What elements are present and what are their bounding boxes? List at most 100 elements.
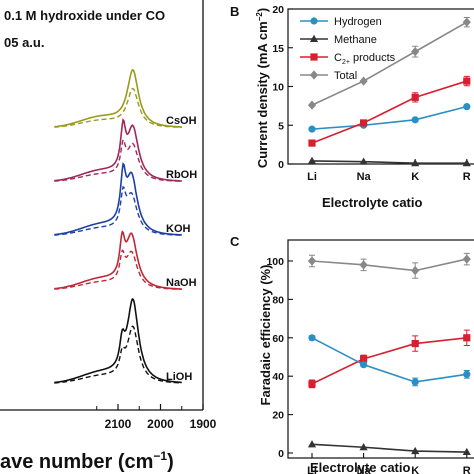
- panel-b-hydrogen-point-li: [308, 125, 316, 133]
- x-tick-label-2100: 2100: [105, 417, 132, 431]
- panel-b-x-label: Electrolyte catio: [322, 195, 422, 210]
- panel-c-y-tick-label-100: 100: [266, 256, 284, 268]
- panel-b-x-tick-label-li: Li: [307, 171, 317, 183]
- rboh-dashed-trace: [54, 138, 182, 182]
- panel-b-c2-products-point-na: [359, 119, 368, 127]
- panel-b-legend: Hydrogen Methane C2+ products Total: [300, 16, 396, 82]
- panel-c-y-tick-label-60: 60: [272, 333, 284, 345]
- panel-a-header-line1: 0.1 M hydroxide under CO: [4, 8, 165, 23]
- panel-b-total-point-r: [462, 17, 471, 27]
- legend-c2-products-marker: [310, 53, 318, 61]
- koh-label: KOH: [166, 223, 191, 235]
- rboh-label: RbOH: [166, 169, 197, 181]
- panel-c-methane-point-li: [307, 440, 317, 448]
- csoh-label: CsOH: [166, 115, 197, 127]
- panel-b-y-tick-label-20: 20: [272, 4, 284, 16]
- panel-c-total-point-na: [359, 260, 368, 270]
- panel-c-total-point-k: [411, 266, 420, 276]
- panel-c-methane-line: [311, 443, 467, 453]
- csoh-solid-trace: [54, 68, 182, 128]
- panel-b-methane-point-li: [307, 156, 317, 164]
- panel-c-c2-products-point-k: [411, 339, 419, 348]
- legend-methane-label: Methane: [334, 34, 377, 46]
- panel-c-x-tick-label-na: Na: [357, 465, 372, 474]
- panel-b-x-tick-label-k: K: [411, 171, 419, 183]
- lioh-label: LiOH: [166, 371, 192, 383]
- panel-b-total-point-k: [411, 47, 420, 57]
- panel-b-letter: B: [230, 4, 239, 19]
- panel-b-c2-products-point-k: [411, 93, 419, 101]
- panel-c-y-label: Faradaic efficiency (%): [258, 265, 273, 406]
- panel-b-current-density: B 0 5 10 15 20 Li Na K R Current density (mA cm−…: [230, 4, 474, 210]
- lioh-solid-trace: [54, 298, 182, 384]
- panel-c-total-line: [311, 258, 467, 272]
- panel-b-hydrogen-point-k: [411, 116, 419, 124]
- legend-c2-products-label: C2+ products: [334, 52, 396, 66]
- panel-b-total-point-na: [359, 76, 368, 86]
- panel-b-x-tick-label-r: R: [463, 171, 471, 183]
- panel-c-methane-point-na: [359, 443, 368, 451]
- panel-c-hydrogen-point-na: [359, 361, 368, 369]
- panel-b-y-label: Current density (mA cm−2): [255, 8, 270, 168]
- panel-c-y-tick-label-40: 40: [272, 371, 284, 383]
- panel-c-frame: [287, 239, 474, 459]
- panel-b-hydrogen-line: [311, 105, 467, 130]
- panel-b-total-line: [311, 21, 468, 106]
- panel-b-y-tick-label-0: 0: [278, 159, 284, 171]
- panel-b-c2-products-line: [311, 80, 468, 144]
- panel-b-c2-products-point-r: [463, 77, 471, 85]
- panel-c-plot: 0 20 40 60 80 100 Li Na K R: [266, 252, 471, 474]
- panel-c-total-point-li: [307, 256, 317, 266]
- panel-c-x-tick-label-k: K: [411, 465, 419, 474]
- panel-c-c2-products-point-li: [308, 380, 316, 388]
- legend-total-marker: [309, 70, 319, 80]
- spectra-traces: CsOH RbOH KOH NaOH LiOH: [54, 68, 197, 384]
- panel-c-hydrogen-point-r: [463, 370, 471, 378]
- panel-c-hydrogen-line: [311, 337, 467, 383]
- legend-total-label: Total: [334, 70, 357, 82]
- panel-b-methane-point-na: [359, 157, 368, 165]
- panel-b-plot: 0 5 10 15 20 Li Na K R: [272, 4, 471, 183]
- x-tick-label-1900: 1900: [190, 417, 217, 431]
- rboh-solid-trace: [54, 117, 182, 182]
- panel-b-methane-line: [311, 160, 467, 165]
- lioh-dashed-trace: [54, 325, 182, 384]
- panel-c-methane-point-r: [462, 447, 471, 456]
- panel-c-c2-products-line: [311, 337, 467, 385]
- panel-a-header-line2: 05 a.u.: [4, 35, 44, 50]
- panel-c-c2-products-point-r: [463, 334, 471, 342]
- legend-methane-marker: [309, 34, 319, 42]
- legend-hydrogen-marker: [310, 17, 318, 25]
- panel-b-x-tick-label-na: Na: [357, 171, 372, 183]
- naoh-label: NaOH: [166, 277, 197, 289]
- panel-c-hydrogen-point-li: [308, 334, 316, 342]
- panel-c-x-label: Electrolyte catio: [310, 460, 410, 474]
- legend-hydrogen-label: Hydrogen: [334, 16, 382, 28]
- panel-c-y-tick-label-20: 20: [272, 410, 284, 422]
- panel-a-spectra: 0.1 M hydroxide under CO 05 a.u. CsOH RbO…: [0, 0, 217, 473]
- panel-c-y-tick-label-0: 0: [278, 448, 284, 460]
- panel-b-y-tick-label-5: 5: [278, 120, 284, 132]
- panel-a-x-axis-label: ave number (cm−1): [0, 449, 174, 473]
- panel-b-total-point-li: [307, 100, 317, 110]
- koh-dashed-trace: [54, 185, 182, 236]
- panel-a-x-ticks: 2100 2000 1900: [96, 404, 217, 431]
- panel-c-letter: C: [230, 234, 240, 249]
- panel-c-c2-products-point-na: [359, 355, 368, 363]
- panel-b-hydrogen-point-r: [463, 103, 471, 111]
- panel-c-methane-point-k: [411, 446, 420, 455]
- panel-b-y-tick-label-15: 15: [272, 43, 284, 55]
- panel-c-hydrogen-point-k: [411, 378, 419, 386]
- panel-c-x-tick-label-li: Li: [307, 465, 317, 474]
- panel-c-faradaic-efficiency: C 0 20 40 60 80 100 Li Na K R Faradaic efficiency…: [230, 234, 474, 474]
- panel-b-y-tick-label-10: 10: [272, 82, 284, 94]
- panel-b-methane-point-r: [462, 159, 471, 167]
- naoh-dashed-trace: [54, 249, 182, 290]
- x-tick-label-2000: 2000: [147, 417, 174, 431]
- panel-b-methane-point-k: [411, 159, 420, 167]
- panel-c-y-tick-label-80: 80: [272, 294, 284, 306]
- panel-c-total-point-r: [462, 254, 471, 264]
- naoh-solid-trace: [54, 230, 182, 290]
- panel-c-x-tick-label-r: R: [463, 465, 471, 474]
